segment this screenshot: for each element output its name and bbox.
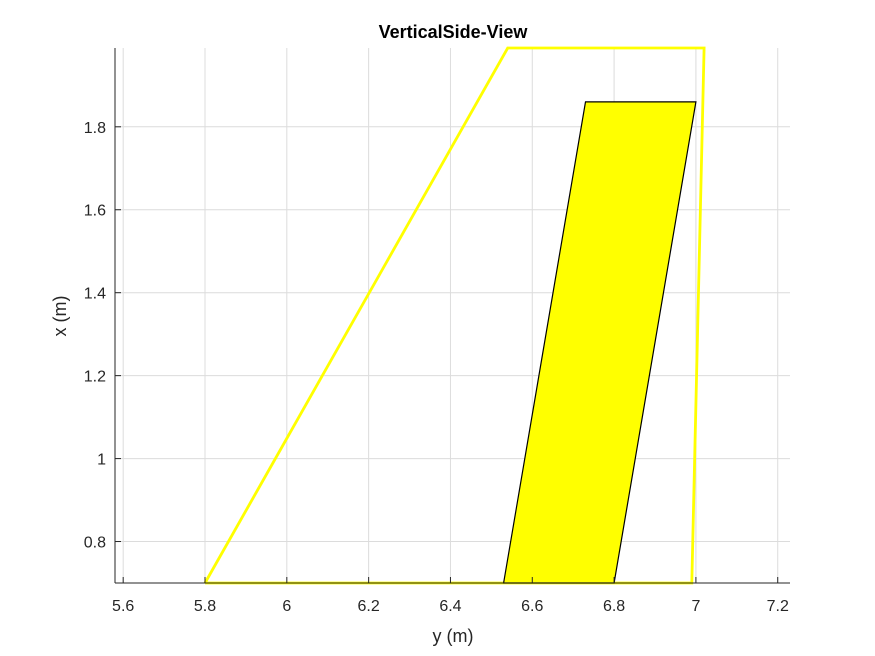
x-tick-label: 7.2 xyxy=(767,598,789,615)
x-tick-label: 6.8 xyxy=(603,598,625,615)
axes xyxy=(114,48,790,584)
y-tick-label: 1.6 xyxy=(84,203,106,220)
x-tick-label: 7 xyxy=(691,598,700,615)
x-axis-label: y (m) xyxy=(433,626,474,646)
y-axis-label: x (m) xyxy=(50,296,70,337)
y-tick-label: 1.8 xyxy=(84,120,106,137)
x-tick-label: 6.2 xyxy=(358,598,380,615)
x-tick-label: 5.6 xyxy=(112,598,134,615)
x-tick-label: 6.4 xyxy=(439,598,461,615)
y-tick-labels: 0.8 1 1.2 1.4 1.6 1.8 xyxy=(84,120,106,552)
y-tick-label: 1.4 xyxy=(84,286,106,303)
x-tick-labels: 5.6 5.8 6 6.2 6.4 6.6 6.8 7 7.2 xyxy=(112,598,789,615)
x-tick-label: 6 xyxy=(282,598,291,615)
chart-title: VerticalSide-View xyxy=(379,22,529,42)
y-tick-label: 1.2 xyxy=(84,369,106,386)
x-tick-label: 5.8 xyxy=(194,598,216,615)
x-tick-label: 6.6 xyxy=(521,598,543,615)
y-tick-label: 1 xyxy=(97,452,106,469)
y-tick-label: 0.8 xyxy=(84,535,106,552)
